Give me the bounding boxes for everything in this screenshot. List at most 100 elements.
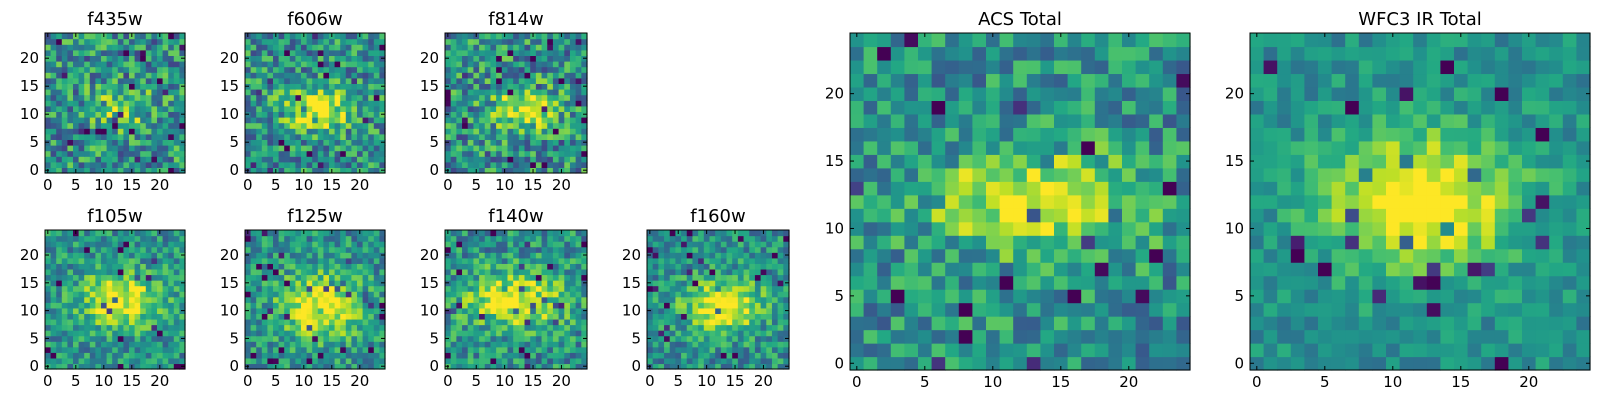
heatmap-cell (123, 257, 130, 264)
heatmap-cell (456, 235, 463, 242)
heatmap-cell (552, 307, 560, 314)
heatmap-cell (61, 128, 68, 135)
heatmap-cell (535, 156, 543, 163)
heatmap-cell (179, 33, 186, 40)
heatmap-cell (1026, 289, 1041, 304)
heatmap-cell (484, 341, 492, 348)
heatmap-cell (743, 313, 750, 320)
heatmap-cell (524, 274, 531, 281)
heatmap-cell (1054, 356, 1069, 371)
heatmap-cell (479, 167, 486, 174)
heatmap-cell (168, 77, 175, 84)
heatmap-cell (61, 363, 68, 370)
heatmap-cell (168, 167, 175, 174)
heatmap-cell (749, 330, 756, 337)
heatmap-cell (334, 44, 341, 51)
heatmap-cell (850, 208, 865, 223)
heatmap-cell (162, 33, 169, 40)
heatmap-cell (564, 330, 571, 337)
heatmap-cell (129, 55, 136, 62)
heatmap-cell (507, 346, 514, 353)
heatmap-cell (771, 330, 779, 337)
heatmap-cell (173, 44, 180, 51)
heatmap-cell (250, 66, 257, 73)
heatmap-cell (720, 302, 728, 309)
heatmap-cell (501, 302, 509, 309)
heatmap-cell (698, 252, 705, 259)
heatmap-cell (84, 122, 91, 129)
heatmap-cell (250, 296, 257, 303)
heatmap-cell (101, 161, 108, 168)
heatmap-cell (945, 167, 960, 182)
heatmap-cell (256, 363, 263, 370)
heatmap-cell (306, 66, 313, 73)
heatmap-cell (278, 38, 285, 45)
heatmap-cell (145, 89, 152, 96)
heatmap-cell (518, 61, 526, 68)
heatmap-cell (445, 94, 452, 101)
heatmap-cell (117, 280, 124, 287)
heatmap-cell (771, 296, 779, 303)
heatmap-cell (743, 274, 750, 281)
heatmap-cell (777, 346, 784, 353)
heatmap-cell (151, 352, 158, 359)
heatmap-cell (647, 341, 654, 348)
heatmap-cell (479, 117, 486, 124)
heatmap-cell (1094, 316, 1109, 331)
heatmap-cell (501, 145, 509, 152)
heatmap-cell (173, 61, 180, 68)
heatmap-cell (1067, 181, 1082, 196)
heatmap-cell (783, 330, 790, 337)
heatmap-cell (306, 161, 313, 168)
heatmap-cell (261, 268, 268, 276)
heatmap-cell (558, 66, 565, 73)
heatmap-cell (490, 246, 497, 253)
heatmap-cell (524, 296, 531, 303)
heatmap-cell (351, 341, 358, 348)
x-tick-label: 15 (322, 372, 341, 390)
heatmap-cell (117, 83, 124, 90)
heatmap-cell (312, 105, 319, 112)
heatmap-cell (507, 94, 514, 101)
heatmap-cell (334, 291, 341, 298)
heatmap-cell (157, 318, 164, 326)
heatmap-cell (340, 241, 347, 248)
heatmap-cell (703, 291, 711, 298)
heatmap-cell (456, 341, 463, 348)
heatmap-cell (267, 341, 274, 348)
heatmap-cell (664, 230, 671, 237)
heatmap-cell (1162, 356, 1177, 371)
heatmap-cell (749, 241, 756, 248)
heatmap-cell (179, 268, 186, 276)
heatmap-cell (496, 156, 503, 163)
heatmap-cell (552, 357, 560, 365)
heatmap-cell (658, 241, 665, 248)
heatmap-cell (1122, 221, 1137, 236)
heatmap-cell (749, 291, 756, 298)
heatmap-cell (129, 352, 136, 359)
heatmap-cell (140, 133, 147, 140)
heatmap-cell (535, 150, 543, 157)
heatmap-cell (61, 352, 68, 359)
heatmap-cell (334, 330, 341, 337)
heatmap-cell (112, 117, 119, 124)
heatmap-cell (312, 44, 319, 51)
heatmap-cell (306, 252, 313, 259)
heatmap-cell (168, 313, 175, 320)
heatmap-cell (284, 346, 291, 353)
heatmap-cell (362, 246, 369, 253)
heatmap-cell (84, 285, 91, 292)
heatmap-cell (737, 263, 745, 270)
heatmap-cell (749, 341, 756, 348)
heatmap-cell (368, 335, 375, 342)
heatmap-cell (552, 285, 560, 292)
heatmap-cell (157, 145, 164, 152)
heatmap-cell (168, 268, 175, 276)
heatmap-cell (450, 280, 457, 287)
heatmap-cell (334, 167, 341, 174)
heatmap-cell (134, 280, 141, 287)
heatmap-cell (334, 285, 341, 292)
heatmap-cell (456, 324, 463, 331)
heatmap-cell (340, 285, 347, 292)
heatmap-cell (777, 335, 784, 342)
